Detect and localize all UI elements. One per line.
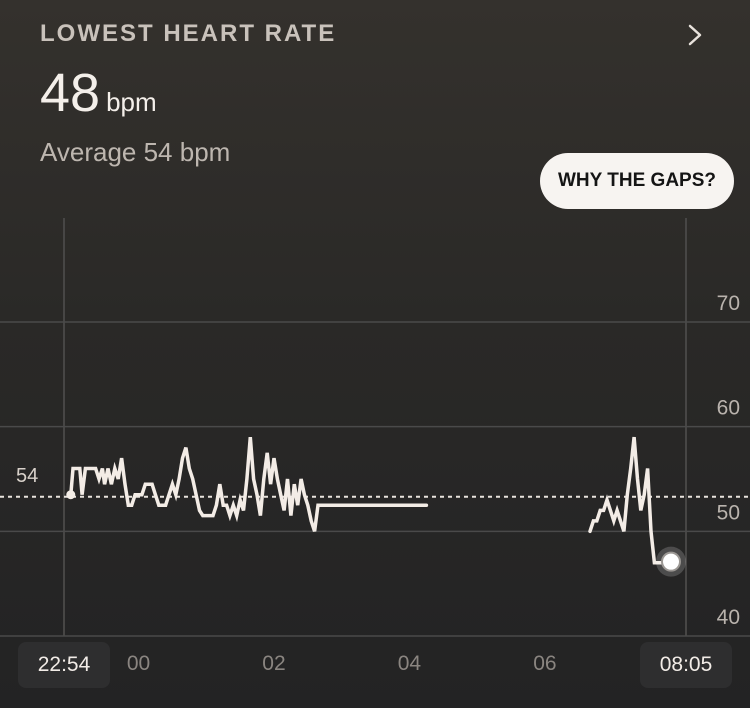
x-tick-label: 02	[262, 652, 286, 675]
start-point	[66, 490, 76, 500]
x-end-time-label: 08:05	[640, 642, 732, 688]
y-tick-label: 60	[717, 397, 740, 420]
lowest-value-unit: bpm	[106, 87, 157, 117]
lowest-value-number: 48	[40, 63, 101, 123]
average-text: Average 54 bpm	[40, 137, 231, 167]
why-the-gaps-button[interactable]: WHY THE GAPS?	[540, 153, 734, 209]
lowest-point-marker	[661, 551, 681, 572]
x-tick-label: 00	[126, 652, 151, 675]
lowest-value: 48 bpm	[40, 62, 157, 124]
x-tick-label: 04	[397, 652, 422, 675]
y-tick-label: 40	[717, 606, 740, 629]
card-title: LOWEST HEART RATE	[40, 20, 337, 47]
x-tick-label: 06	[533, 652, 557, 675]
heart-rate-line-morning	[588, 436, 663, 565]
average-label: 54	[16, 465, 38, 487]
chevron-right-icon[interactable]	[680, 18, 710, 52]
y-tick-label: 50	[717, 501, 740, 524]
y-tick-label: 70	[717, 292, 740, 315]
heart-rate-line-night	[69, 436, 429, 532]
x-start-time-label: 22:54	[18, 642, 110, 688]
